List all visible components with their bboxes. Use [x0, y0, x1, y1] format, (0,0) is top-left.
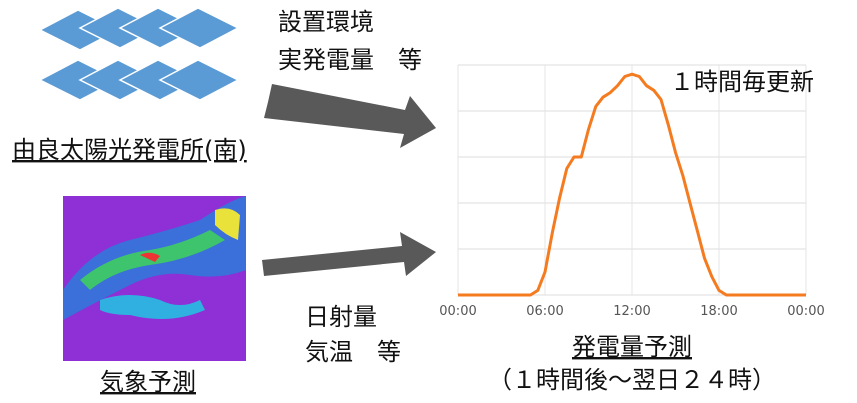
x-tick-label: 00:00	[787, 304, 824, 319]
annotation: １時間毎更新	[670, 68, 814, 96]
x-tick-label: 12:00	[613, 304, 650, 319]
x-tick-label: 00:00	[439, 304, 476, 319]
info-line: 設置環境	[278, 8, 374, 36]
info-line: 気温 等	[305, 338, 401, 366]
chart-subcaption: （１時間後～翌日２４時）	[488, 366, 776, 394]
arrow	[264, 84, 436, 148]
arrow	[262, 232, 436, 276]
chart: 00:00 06:00 12:00 18:00 00:00	[439, 64, 825, 319]
solar-panels	[38, 7, 240, 101]
info-line: 日射量	[305, 303, 377, 331]
weather-label: 気象予測	[100, 368, 196, 396]
chart-caption: 発電量予測	[572, 333, 692, 361]
site-label: 由良太陽光発電所(南)	[12, 136, 247, 164]
forecast-line	[458, 72, 806, 297]
x-tick-label: 18:00	[700, 304, 737, 319]
x-tick-label: 06:00	[526, 304, 563, 319]
info-line: 実発電量 等	[278, 46, 422, 74]
weather-map	[63, 196, 246, 361]
